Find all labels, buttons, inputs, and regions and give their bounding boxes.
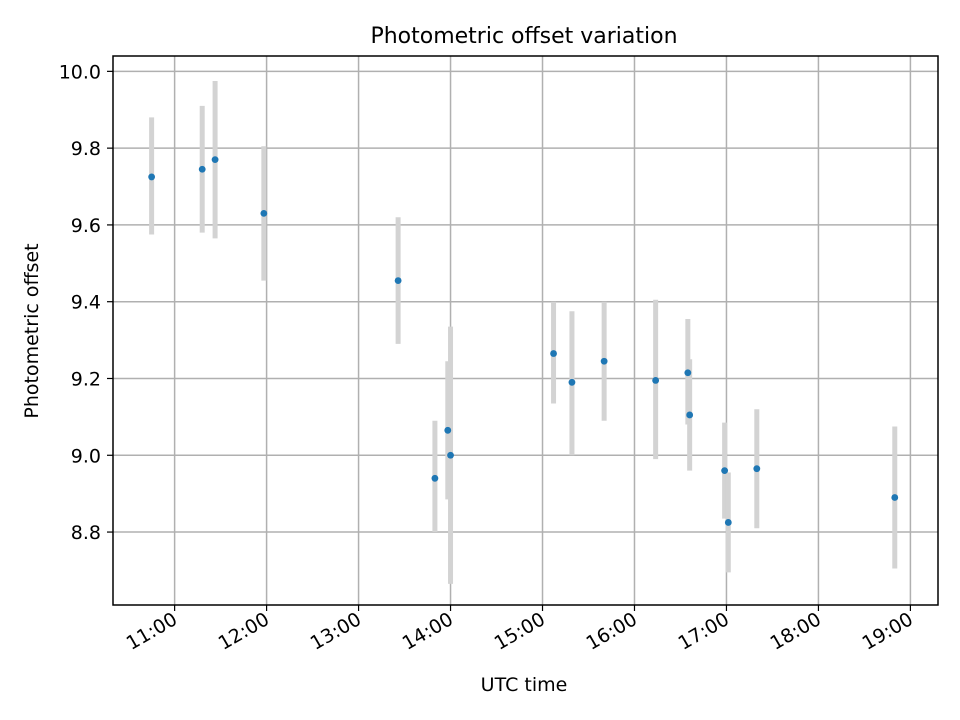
plot-frame [112, 55, 939, 606]
grid [113, 56, 938, 605]
data-point [148, 173, 156, 181]
data-point [686, 411, 694, 419]
y-tick-label: 9.0 [71, 445, 101, 467]
data-point [684, 369, 692, 377]
y-axis-label: Photometric offset [21, 243, 43, 418]
data-point [724, 519, 732, 526]
x-axis-label: UTC time [481, 674, 568, 696]
y-tick-label: 10.0 [59, 61, 101, 83]
y-tick-label: 9.2 [71, 368, 101, 390]
y-tick-label: 9.4 [71, 292, 101, 314]
y-tick-label: 8.8 [71, 522, 101, 544]
data-point [444, 426, 452, 434]
data-point [652, 377, 660, 384]
data-point [891, 494, 899, 501]
data-point [600, 357, 608, 365]
data-points [148, 156, 899, 526]
data-point [198, 165, 206, 173]
data-point [753, 465, 761, 473]
data-point [211, 156, 219, 164]
data-point [721, 467, 729, 475]
data-point [260, 210, 268, 217]
data-point [431, 474, 439, 482]
y-tick-label: 9.6 [71, 215, 101, 237]
data-point [568, 378, 576, 386]
y-axis-ticks: 8.8 9.0 9.2 9.4 9.6 9.8 10.0 [59, 61, 113, 544]
chart-title: Photometric offset variation [370, 24, 677, 49]
data-point [550, 350, 557, 357]
data-point [394, 277, 402, 284]
data-point [447, 451, 454, 459]
y-tick-label: 9.8 [71, 138, 101, 160]
